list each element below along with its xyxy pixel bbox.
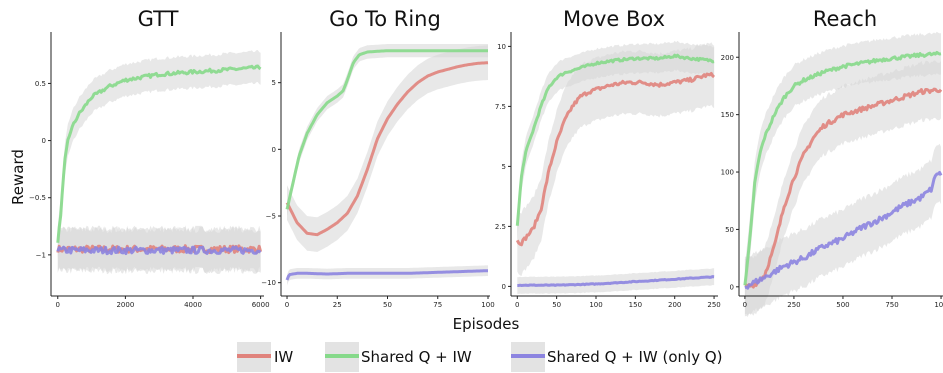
y-axis-label: Reward [9,149,27,205]
y-tick-label: −1 [36,251,46,259]
tick-layer: 0 25 50 75 100 −10 −5 0 5 [261,79,494,309]
series-line-iw [744,87,943,289]
line-layer [285,49,489,281]
x-tick-label: 100 [481,301,494,309]
y-tick-label: 200 [721,54,734,62]
panel-gtt: GTT 0 2000 4000 6000 −1 −0.5 0 0.5 [29,7,270,309]
y-tick-label: 10 [497,43,506,51]
series-line-shared-q-iw-only-q [744,171,943,290]
series-line-shared-q-iw [285,49,489,210]
x-tick-label: 0 [515,301,519,309]
band-layer [287,44,488,286]
legend-label: Shared Q + IW (only Q) [547,348,723,366]
band-shared-q-iw-only-q [287,265,488,286]
band-shared-q-iw [57,50,261,259]
y-tick-label: 2.5 [495,223,506,231]
x-tick-label: 0 [743,301,747,309]
x-tick-label: 50 [552,301,561,309]
band-shared-q-iw-only-q [517,268,715,294]
band-shared-q-iw-only-q [744,143,941,317]
series-line-iw [285,61,489,237]
y-tick-label: −10 [261,279,276,287]
legend: IW Shared Q + IW Shared Q + IW (only Q) [237,342,723,372]
line-layer [56,64,263,256]
series-line-shared-q-iw [56,64,262,243]
series-line-shared-q-iw [515,53,715,226]
panel-title: Move Box [563,7,665,31]
x-tick-label: 750 [885,301,898,309]
x-tick-label: 2000 [116,301,134,309]
band-layer [57,50,261,275]
y-tick-label: 5 [502,163,506,171]
y-tick-label: 0 [42,137,46,145]
y-tick-label: 0 [502,283,506,291]
x-tick-label: 0 [285,301,289,309]
y-tick-label: −5 [266,213,276,221]
x-tick-label: 0 [56,301,60,309]
y-tick-label: −0.5 [29,194,46,202]
y-tick-label: 100 [721,169,734,177]
x-tick-label: 100 [589,301,602,309]
x-tick-label: 4000 [184,301,202,309]
y-tick-label: 0 [272,146,276,154]
panel-title: Reach [813,7,877,31]
band-iw [517,42,715,276]
legend-entry-iw: IW [237,342,293,372]
legend-label: Shared Q + IW [361,348,472,366]
x-tick-label: 25 [333,301,342,309]
x-tick-label: 75 [433,301,442,309]
x-tick-label: 100 [934,301,943,309]
x-tick-label: 250 [787,301,800,309]
legend-entry-shared-q-iw: Shared Q + IW [325,342,472,372]
y-tick-label: 7.5 [495,103,506,111]
band-layer [517,40,715,294]
tick-layer: 0 2000 4000 6000 −1 −0.5 0 0.5 [29,80,270,309]
band-iw [744,60,941,316]
line-layer [515,53,716,287]
y-tick-label: 50 [725,226,734,234]
panel-go-to-ring: Go To Ring 0 25 50 75 100 −10 −5 0 5 [261,7,494,309]
series-line-shared-q-iw [743,50,942,286]
series-line-shared-q-iw-only-q [56,245,262,256]
x-tick-label: 150 [629,301,642,309]
band-iw [287,45,488,252]
y-tick-label: 5 [272,79,276,87]
legend-entry-shared-q-iw-only-q: Shared Q + IW (only Q) [511,342,723,372]
y-tick-label: 0 [730,283,734,291]
tick-layer: 0250500750100050100150200 [721,54,943,309]
legend-label: IW [274,348,293,366]
x-tick-label: 50 [383,301,392,309]
panel-title: GTT [138,7,179,31]
y-tick-label: 0.5 [35,80,46,88]
band-shared-q-iw [744,31,941,307]
x-tick-label: 500 [836,301,849,309]
x-tick-label: 6000 [252,301,270,309]
x-tick-label: 200 [668,301,681,309]
series-line-iw [515,72,716,247]
y-tick-label: 150 [721,111,734,119]
panel-reach: Reach 0250500750100050100150200 [721,7,943,317]
band-shared-q-iw [517,40,715,241]
x-axis-label: Episodes [453,315,520,333]
panel-title: Go To Ring [329,7,441,31]
tick-layer: 0 50 100 150 200 250 0 2.5 5 7.5 10 [495,43,721,309]
panel-move-box: Move Box 0 50 100 150 200 250 0 2.5 5 7.5 10 [495,7,721,309]
x-tick-label: 250 [707,301,720,309]
series-line-shared-q-iw-only-q [517,275,715,287]
line-layer [743,50,943,290]
band-layer [744,31,941,317]
series-line-shared-q-iw-only-q [285,269,489,281]
